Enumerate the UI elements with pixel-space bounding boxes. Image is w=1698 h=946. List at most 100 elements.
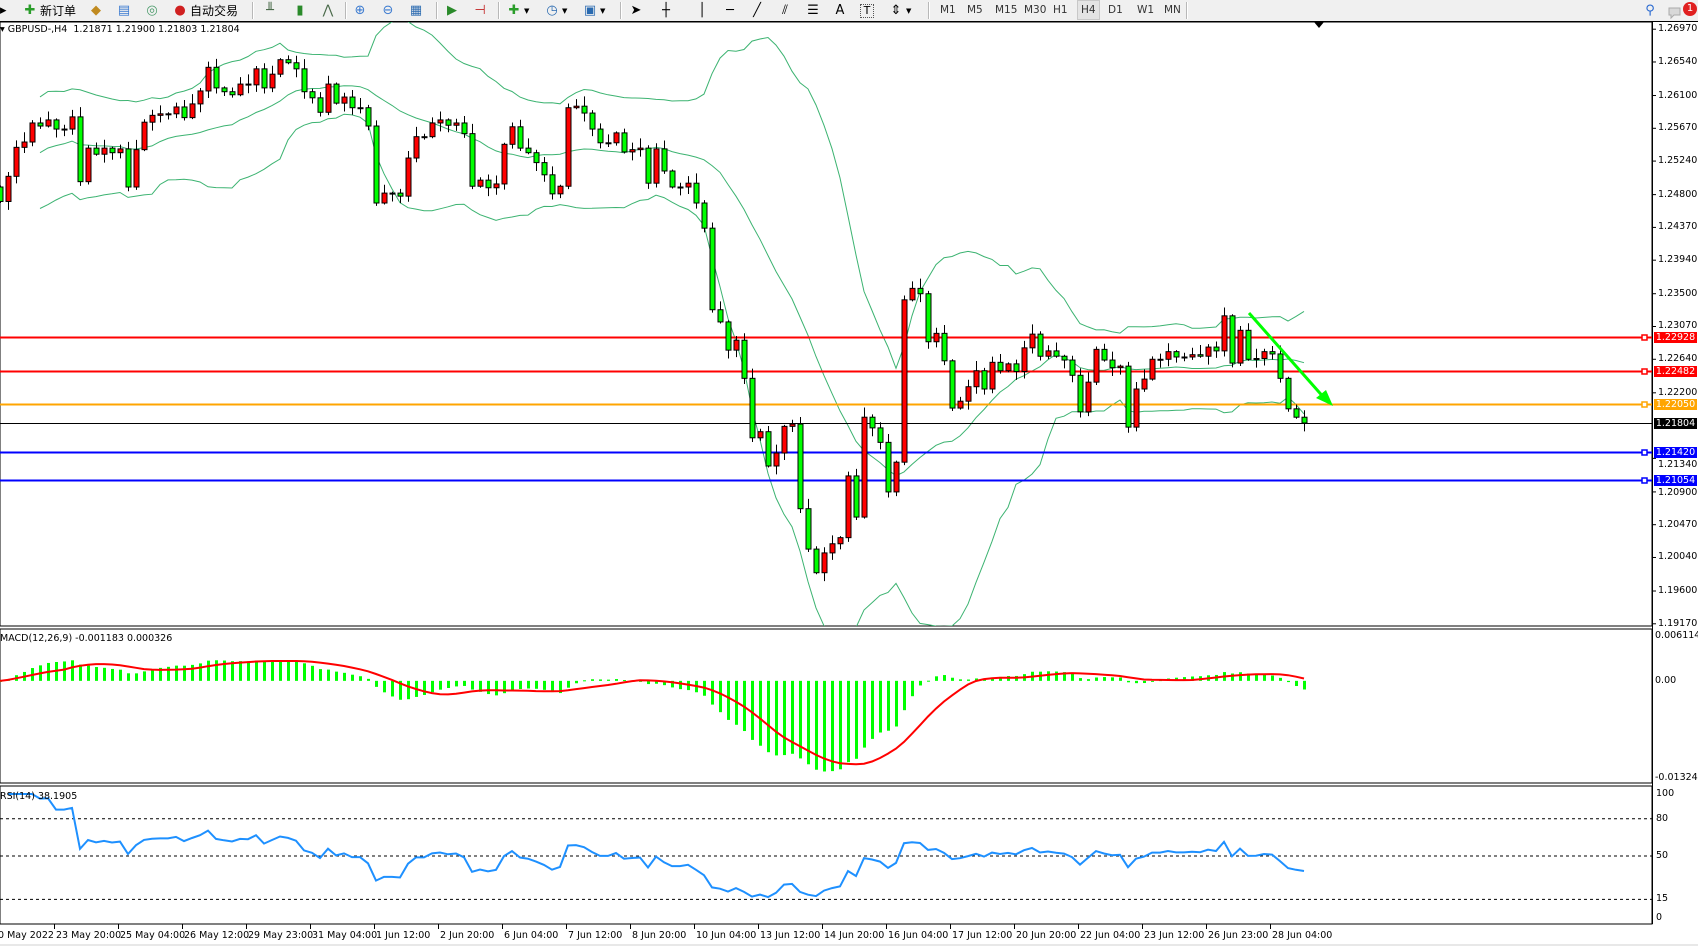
timeframe-h1-button[interactable]: H1 <box>1053 4 1068 16</box>
notifications-icon <box>1668 7 1681 19</box>
macd-bar <box>1055 671 1058 681</box>
candle <box>365 104 372 131</box>
macd-bar <box>639 680 642 682</box>
candle-body <box>237 83 244 96</box>
templates-button[interactable]: ▣ ▼ <box>583 2 606 18</box>
auto-scroll-icon: ▶ <box>447 2 457 18</box>
candle <box>5 172 12 210</box>
candle <box>453 118 460 131</box>
candle <box>1165 343 1172 367</box>
macd-bar <box>495 680 498 696</box>
candle-body <box>173 106 180 115</box>
horizontal-line-button[interactable]: ─ <box>722 1 738 20</box>
time-axis-label: 13 Jun 12:00 <box>760 930 821 941</box>
zoom-in-button[interactable]: ⊕ <box>352 1 368 20</box>
signals-button[interactable]: ◎ <box>144 1 160 20</box>
macd-bar <box>623 680 626 682</box>
text-label-button[interactable]: T <box>860 1 874 20</box>
macd-bar <box>911 680 914 697</box>
timeframe-m15-button[interactable]: M15 <box>995 4 1018 16</box>
price-axis-label: 1.19600 <box>1658 585 1698 596</box>
candle-body <box>1053 350 1060 357</box>
candle <box>53 118 60 138</box>
search-button[interactable]: ⚲ <box>1642 1 1658 20</box>
candle <box>157 105 164 123</box>
price-line-label: 1.21420 <box>1654 446 1697 458</box>
candle-body <box>797 423 804 510</box>
candle <box>205 61 212 98</box>
tile-windows-button[interactable]: ▦ <box>408 1 424 20</box>
auto-scroll-button[interactable]: ▶ <box>444 1 460 20</box>
macd-bar <box>311 665 314 681</box>
auto-trading-button[interactable]: ● 自动交易 <box>172 1 238 20</box>
cursor-button[interactable]: ➤ <box>628 1 644 20</box>
candle-body <box>77 116 84 183</box>
macd-bar <box>1287 680 1290 683</box>
timeframe-h4-button[interactable]: H4 <box>1077 0 1100 20</box>
candle <box>181 99 188 121</box>
line-handle-icon <box>1641 477 1648 484</box>
macd-bar <box>335 671 338 681</box>
candle-body <box>853 475 860 518</box>
arrows-button[interactable]: ⇕ ▼ <box>888 1 912 20</box>
price-axis-label: 1.23500 <box>1658 287 1698 299</box>
candle-body <box>1253 358 1260 361</box>
timeframe-mn-button[interactable]: MN <box>1164 4 1181 16</box>
toolbar-overflow-icon[interactable]: ▸ <box>0 2 7 18</box>
macd-bar <box>199 663 202 681</box>
candle-body <box>757 431 764 439</box>
channel-button[interactable]: ⫽ <box>777 1 793 20</box>
candle <box>357 97 364 114</box>
chart-shift-button[interactable]: ⊣ <box>472 1 488 20</box>
candle <box>965 379 972 410</box>
candle <box>1237 326 1244 366</box>
timeframe-m5-button[interactable]: M5 <box>967 4 983 16</box>
candlestick-button[interactable]: ▮ <box>292 1 308 20</box>
line-chart-button[interactable]: ⋀ <box>320 1 336 20</box>
market-watch-button[interactable]: ◆ <box>88 1 104 20</box>
text-button[interactable]: A <box>832 1 848 20</box>
candle <box>1069 355 1076 383</box>
timeframe-d1-button[interactable]: D1 <box>1108 4 1123 16</box>
new-order-button[interactable]: ✚ 新订单 <box>22 1 76 20</box>
candle-body <box>461 122 468 135</box>
bar-chart-button[interactable]: ╨ <box>262 1 278 20</box>
candle <box>61 124 68 137</box>
macd-bar <box>1079 678 1082 681</box>
candle-body <box>1301 416 1308 424</box>
candle-body <box>901 299 908 463</box>
candle-body <box>101 147 108 155</box>
candle-body <box>341 96 348 104</box>
macd-bar <box>575 680 578 684</box>
candle <box>37 117 44 129</box>
fibonacci-icon: ☰ <box>807 2 819 18</box>
macd-bar <box>303 663 306 681</box>
candle <box>1005 362 1012 373</box>
price-axis-label: 1.20470 <box>1658 518 1698 530</box>
macd-bar <box>615 679 618 681</box>
fibonacci-button[interactable]: ☰ <box>805 1 821 20</box>
timeframe-w1-button[interactable]: W1 <box>1137 4 1155 16</box>
candle-body <box>1221 315 1228 352</box>
time-axis-label: 20 Jun 20:00 <box>1016 930 1077 941</box>
time-axis-label: 26 May 12:00 <box>184 930 250 941</box>
periods-button[interactable]: ◷ ▼ <box>544 1 567 20</box>
zoom-out-button[interactable]: ⊖ <box>380 1 396 20</box>
candle <box>749 368 756 443</box>
candle <box>1261 348 1268 366</box>
crosshair-button[interactable]: ┼ <box>658 1 674 20</box>
vertical-line-button[interactable]: │ <box>694 1 710 20</box>
candle-body <box>365 107 372 127</box>
notifications-button[interactable]: 1 <box>1668 1 1697 20</box>
trendline-button[interactable]: ╱ <box>749 1 765 20</box>
time-axis-label: 16 Jun 04:00 <box>888 930 949 941</box>
time-axis-label: 2 Jun 20:00 <box>440 930 495 941</box>
candle <box>797 417 804 513</box>
navigator-button[interactable]: ▤ <box>116 1 132 20</box>
indicators-button[interactable]: ✚ ▼ <box>506 1 530 20</box>
candle <box>469 123 476 190</box>
timeframe-m30-button[interactable]: M30 <box>1024 4 1047 16</box>
timeframe-m1-button[interactable]: M1 <box>940 4 956 16</box>
time-axis-label: 23 Jun 12:00 <box>1144 930 1205 941</box>
